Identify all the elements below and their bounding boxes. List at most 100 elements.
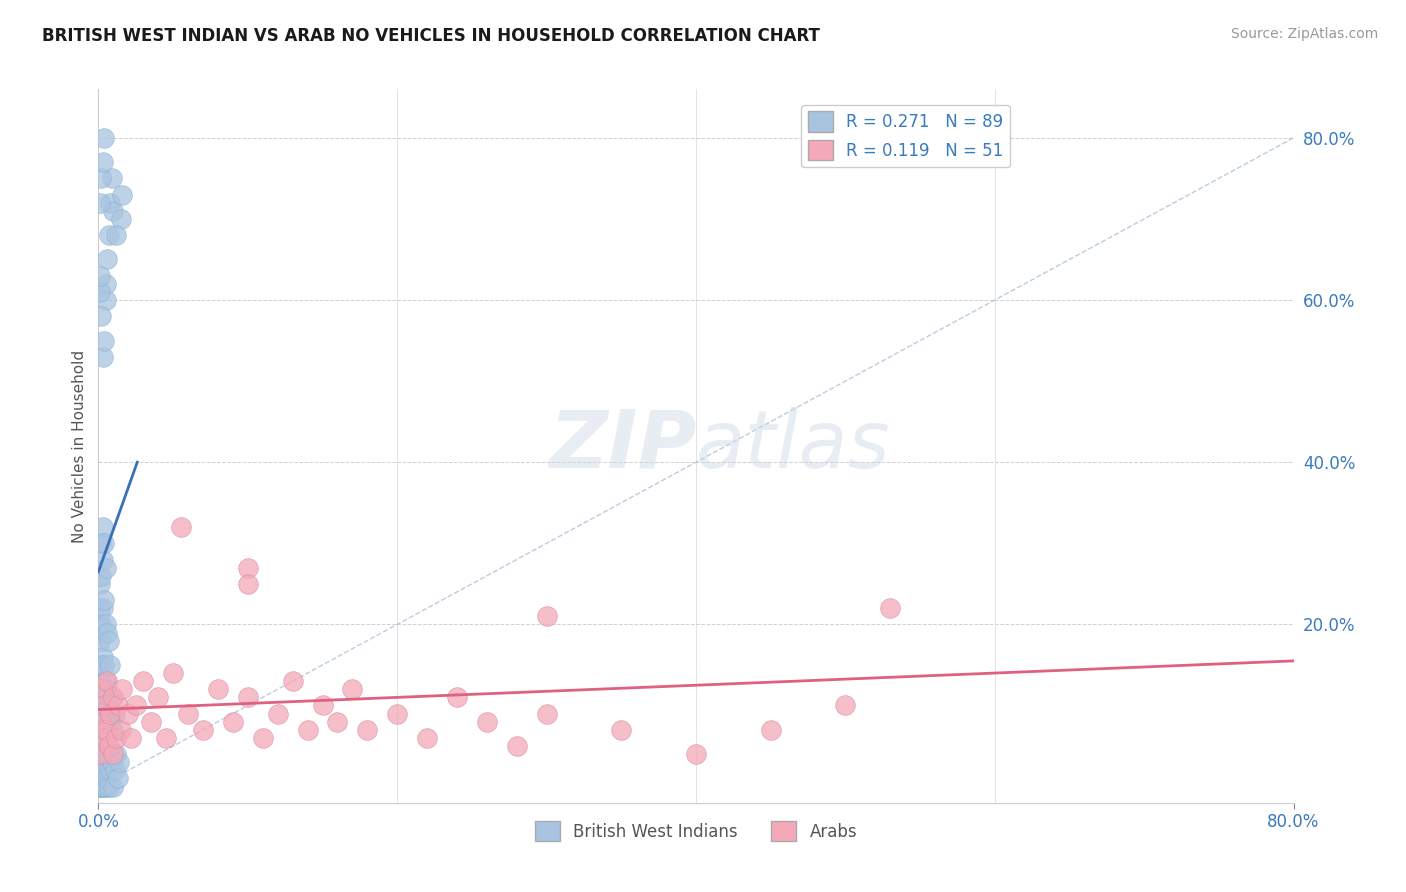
Point bbox=[90, 682, 112, 697]
Point bbox=[207, 682, 229, 697]
Point bbox=[101, 756, 124, 770]
Point bbox=[93, 334, 115, 348]
Point bbox=[87, 747, 110, 761]
Point bbox=[87, 756, 110, 770]
Point bbox=[91, 698, 114, 713]
Point bbox=[87, 723, 110, 737]
Point bbox=[89, 577, 111, 591]
Point bbox=[252, 731, 274, 745]
Point bbox=[98, 764, 122, 778]
Point bbox=[89, 633, 111, 648]
Point bbox=[356, 723, 378, 737]
Point bbox=[94, 780, 117, 794]
Point bbox=[132, 674, 155, 689]
Point bbox=[87, 772, 110, 786]
Point bbox=[120, 731, 142, 745]
Point bbox=[110, 211, 132, 226]
Point bbox=[446, 690, 468, 705]
Point bbox=[89, 764, 111, 778]
Point bbox=[91, 731, 114, 745]
Point bbox=[91, 780, 114, 794]
Point bbox=[685, 747, 707, 761]
Point bbox=[107, 698, 129, 713]
Point bbox=[89, 698, 111, 713]
Point bbox=[177, 706, 200, 721]
Point bbox=[89, 657, 111, 672]
Point bbox=[90, 568, 112, 582]
Y-axis label: No Vehicles in Household: No Vehicles in Household bbox=[72, 350, 87, 542]
Point bbox=[89, 268, 111, 283]
Point bbox=[91, 552, 114, 566]
Point bbox=[236, 690, 259, 705]
Point bbox=[96, 682, 118, 697]
Point bbox=[103, 747, 125, 761]
Point bbox=[98, 195, 122, 210]
Point bbox=[105, 228, 128, 243]
Point bbox=[90, 780, 112, 794]
Point bbox=[96, 731, 118, 745]
Point bbox=[326, 714, 349, 729]
Point bbox=[94, 764, 117, 778]
Point bbox=[89, 772, 111, 786]
Point bbox=[91, 350, 114, 364]
Point bbox=[97, 698, 120, 713]
Point bbox=[103, 780, 125, 794]
Text: ZIP: ZIP bbox=[548, 407, 696, 485]
Point bbox=[98, 714, 122, 729]
Text: BRITISH WEST INDIAN VS ARAB NO VEHICLES IN HOUSEHOLD CORRELATION CHART: BRITISH WEST INDIAN VS ARAB NO VEHICLES … bbox=[42, 27, 820, 45]
Point bbox=[97, 633, 120, 648]
Point bbox=[90, 657, 112, 672]
Point bbox=[90, 739, 112, 753]
Point bbox=[98, 657, 122, 672]
Text: atlas: atlas bbox=[696, 407, 891, 485]
Point bbox=[87, 764, 110, 778]
Point bbox=[91, 520, 114, 534]
Point bbox=[96, 252, 118, 267]
Point bbox=[155, 731, 177, 745]
Point bbox=[89, 747, 111, 761]
Point bbox=[87, 706, 110, 721]
Point bbox=[222, 714, 245, 729]
Point bbox=[111, 187, 134, 202]
Point bbox=[110, 723, 132, 737]
Point bbox=[93, 698, 115, 713]
Point bbox=[416, 731, 439, 745]
Point bbox=[236, 560, 259, 574]
Point bbox=[90, 617, 112, 632]
Point bbox=[97, 228, 120, 243]
Point bbox=[91, 155, 114, 169]
Point bbox=[97, 780, 120, 794]
Point bbox=[96, 772, 118, 786]
Point bbox=[281, 674, 304, 689]
Point bbox=[87, 780, 110, 794]
Point bbox=[506, 739, 529, 753]
Point bbox=[90, 310, 112, 324]
Point bbox=[103, 203, 125, 218]
Point bbox=[879, 601, 901, 615]
Legend: British West Indians, Arabs: British West Indians, Arabs bbox=[529, 814, 863, 848]
Point bbox=[536, 706, 558, 721]
Point bbox=[101, 171, 124, 186]
Point bbox=[87, 739, 110, 753]
Point bbox=[117, 706, 139, 721]
Point bbox=[111, 682, 134, 697]
Point bbox=[267, 706, 290, 721]
Point bbox=[139, 714, 162, 729]
Point bbox=[90, 171, 112, 186]
Point bbox=[97, 747, 120, 761]
Point bbox=[104, 764, 127, 778]
Point bbox=[89, 714, 111, 729]
Point bbox=[94, 723, 117, 737]
Point bbox=[169, 520, 191, 534]
Point bbox=[89, 780, 111, 794]
Point bbox=[93, 131, 115, 145]
Point bbox=[536, 609, 558, 624]
Point bbox=[311, 698, 333, 713]
Point bbox=[89, 617, 111, 632]
Point bbox=[148, 690, 170, 705]
Point bbox=[610, 723, 633, 737]
Point bbox=[96, 674, 118, 689]
Point bbox=[475, 714, 498, 729]
Point bbox=[162, 666, 184, 681]
Point bbox=[94, 674, 117, 689]
